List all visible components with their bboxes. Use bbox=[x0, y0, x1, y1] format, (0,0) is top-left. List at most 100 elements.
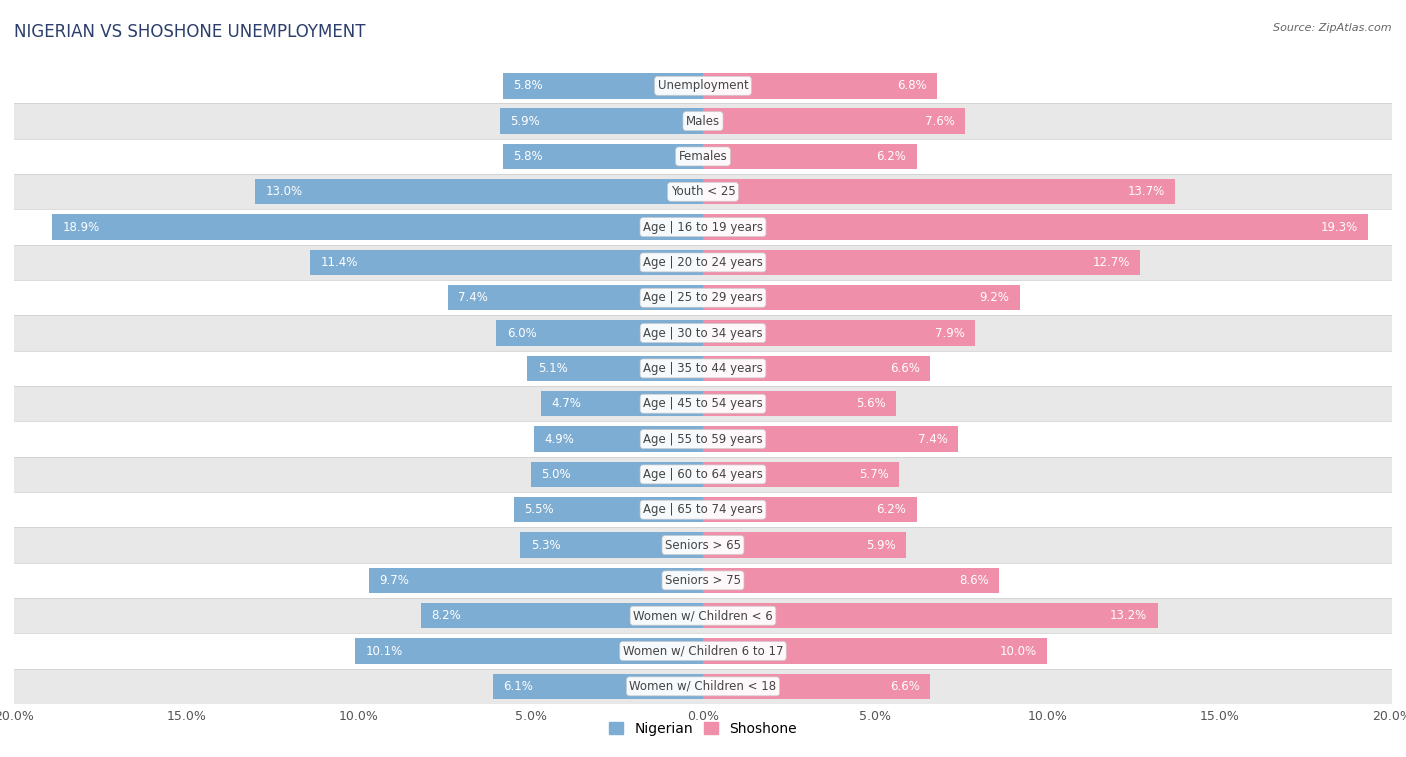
Bar bbox=[534, 426, 703, 452]
Text: 5.8%: 5.8% bbox=[513, 79, 543, 92]
Text: 11.4%: 11.4% bbox=[321, 256, 359, 269]
Text: 6.0%: 6.0% bbox=[506, 326, 537, 340]
Text: 5.3%: 5.3% bbox=[531, 538, 561, 552]
Text: 6.2%: 6.2% bbox=[876, 150, 907, 163]
Text: 10.1%: 10.1% bbox=[366, 644, 402, 658]
Text: Age | 35 to 44 years: Age | 35 to 44 years bbox=[643, 362, 763, 375]
Bar bbox=[14, 386, 1392, 422]
Bar bbox=[703, 426, 957, 452]
Bar bbox=[703, 603, 1157, 628]
Bar bbox=[356, 638, 703, 664]
Text: 7.9%: 7.9% bbox=[935, 326, 965, 340]
Text: 12.7%: 12.7% bbox=[1092, 256, 1130, 269]
Text: 13.2%: 13.2% bbox=[1111, 609, 1147, 622]
Text: 5.7%: 5.7% bbox=[859, 468, 889, 481]
Text: 5.8%: 5.8% bbox=[513, 150, 543, 163]
Text: 5.5%: 5.5% bbox=[524, 503, 554, 516]
Bar bbox=[14, 68, 1392, 104]
Legend: Nigerian, Shoshone: Nigerian, Shoshone bbox=[603, 716, 803, 742]
Bar bbox=[256, 179, 703, 204]
Text: Women w/ Children < 18: Women w/ Children < 18 bbox=[630, 680, 776, 693]
Text: 6.1%: 6.1% bbox=[503, 680, 533, 693]
Bar bbox=[368, 568, 703, 593]
Text: 5.9%: 5.9% bbox=[866, 538, 896, 552]
Text: Youth < 25: Youth < 25 bbox=[671, 185, 735, 198]
Bar bbox=[703, 462, 900, 487]
Text: 5.0%: 5.0% bbox=[541, 468, 571, 481]
Text: Seniors > 65: Seniors > 65 bbox=[665, 538, 741, 552]
Text: 9.2%: 9.2% bbox=[980, 291, 1010, 304]
Bar bbox=[703, 568, 1000, 593]
Bar bbox=[14, 316, 1392, 350]
Bar bbox=[703, 674, 931, 699]
Bar bbox=[311, 250, 703, 275]
Bar bbox=[496, 320, 703, 346]
Text: Age | 30 to 34 years: Age | 30 to 34 years bbox=[643, 326, 763, 340]
Text: Age | 16 to 19 years: Age | 16 to 19 years bbox=[643, 220, 763, 234]
Text: 6.6%: 6.6% bbox=[890, 362, 920, 375]
Text: 18.9%: 18.9% bbox=[62, 220, 100, 234]
Text: 4.7%: 4.7% bbox=[551, 397, 581, 410]
Text: 6.2%: 6.2% bbox=[876, 503, 907, 516]
Text: Age | 45 to 54 years: Age | 45 to 54 years bbox=[643, 397, 763, 410]
Bar bbox=[703, 108, 965, 134]
Text: 5.9%: 5.9% bbox=[510, 114, 540, 128]
Text: Unemployment: Unemployment bbox=[658, 79, 748, 92]
Text: 9.7%: 9.7% bbox=[380, 574, 409, 587]
Text: 8.2%: 8.2% bbox=[430, 609, 461, 622]
Text: 4.9%: 4.9% bbox=[544, 432, 575, 446]
Bar bbox=[420, 603, 703, 628]
Bar bbox=[14, 634, 1392, 668]
Text: Women w/ Children 6 to 17: Women w/ Children 6 to 17 bbox=[623, 644, 783, 658]
Bar bbox=[513, 497, 703, 522]
Bar bbox=[503, 73, 703, 98]
Text: Age | 20 to 24 years: Age | 20 to 24 years bbox=[643, 256, 763, 269]
Bar bbox=[449, 285, 703, 310]
Bar bbox=[14, 422, 1392, 456]
Text: 6.8%: 6.8% bbox=[897, 79, 927, 92]
Text: 7.6%: 7.6% bbox=[925, 114, 955, 128]
Bar bbox=[703, 144, 917, 169]
Bar bbox=[703, 356, 931, 381]
Text: 13.0%: 13.0% bbox=[266, 185, 302, 198]
Bar bbox=[14, 456, 1392, 492]
Text: 10.0%: 10.0% bbox=[1000, 644, 1038, 658]
Bar bbox=[520, 532, 703, 558]
Bar bbox=[703, 320, 976, 346]
Text: Source: ZipAtlas.com: Source: ZipAtlas.com bbox=[1274, 23, 1392, 33]
Text: Age | 55 to 59 years: Age | 55 to 59 years bbox=[643, 432, 763, 446]
Text: Seniors > 75: Seniors > 75 bbox=[665, 574, 741, 587]
Bar bbox=[14, 280, 1392, 316]
Bar bbox=[703, 214, 1368, 240]
Text: 5.6%: 5.6% bbox=[856, 397, 886, 410]
Text: 19.3%: 19.3% bbox=[1320, 220, 1358, 234]
Bar bbox=[14, 139, 1392, 174]
Bar bbox=[499, 108, 703, 134]
Text: Males: Males bbox=[686, 114, 720, 128]
Bar bbox=[14, 668, 1392, 704]
Text: Age | 60 to 64 years: Age | 60 to 64 years bbox=[643, 468, 763, 481]
Bar bbox=[503, 144, 703, 169]
Text: 13.7%: 13.7% bbox=[1128, 185, 1164, 198]
Text: Age | 65 to 74 years: Age | 65 to 74 years bbox=[643, 503, 763, 516]
Bar bbox=[703, 179, 1175, 204]
Bar bbox=[14, 350, 1392, 386]
Bar bbox=[52, 214, 703, 240]
Bar bbox=[14, 104, 1392, 139]
Bar bbox=[541, 391, 703, 416]
Bar bbox=[703, 285, 1019, 310]
Text: 6.6%: 6.6% bbox=[890, 680, 920, 693]
Bar bbox=[14, 245, 1392, 280]
Text: 8.6%: 8.6% bbox=[959, 574, 988, 587]
Text: NIGERIAN VS SHOSHONE UNEMPLOYMENT: NIGERIAN VS SHOSHONE UNEMPLOYMENT bbox=[14, 23, 366, 41]
Bar bbox=[14, 528, 1392, 562]
Bar bbox=[703, 250, 1140, 275]
Text: 7.4%: 7.4% bbox=[458, 291, 488, 304]
Bar bbox=[14, 492, 1392, 528]
Bar bbox=[14, 598, 1392, 634]
Text: Females: Females bbox=[679, 150, 727, 163]
Bar bbox=[494, 674, 703, 699]
Bar bbox=[14, 174, 1392, 210]
Bar bbox=[527, 356, 703, 381]
Bar bbox=[14, 562, 1392, 598]
